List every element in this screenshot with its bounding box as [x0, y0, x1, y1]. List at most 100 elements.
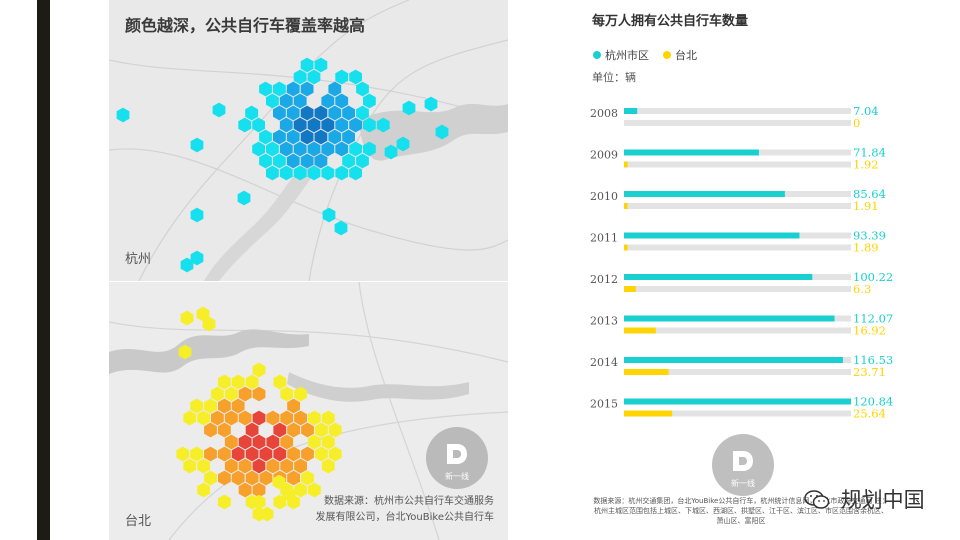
chart-title: 每万人拥有公共自行车数量 — [592, 13, 748, 29]
bar-track — [624, 120, 851, 126]
hexbin-cell — [335, 141, 349, 157]
hexbin-cell — [342, 129, 355, 145]
bar-0 — [624, 149, 759, 156]
hexbin-cell — [180, 310, 194, 326]
keelung-river — [287, 372, 469, 402]
hexbin-cell — [259, 446, 273, 462]
hexbin-cell — [279, 93, 293, 109]
hexbin-cell — [245, 422, 259, 438]
hexbin-cell — [190, 446, 204, 462]
hexbin-cell — [252, 362, 266, 378]
hexbin-cell — [176, 446, 190, 462]
hexbin-cell — [334, 220, 348, 236]
brand-mark: 规划中国 — [804, 484, 925, 514]
hexbin-cell — [231, 470, 245, 486]
hexbin-cell — [328, 105, 342, 121]
hexbin-cell — [190, 250, 204, 266]
hexbin-cell — [300, 105, 314, 121]
hexbin-cell — [202, 316, 216, 332]
hexbin-cell — [363, 141, 376, 157]
hexbin-cell — [259, 129, 272, 145]
hexbin-cell — [280, 434, 294, 450]
hexbin-cell — [197, 410, 210, 426]
hexbin-cell — [252, 482, 266, 498]
hexbin-cell — [314, 57, 328, 73]
hexbin-cell — [314, 446, 328, 462]
hexbin-cell — [307, 165, 321, 181]
hexbin-cell — [252, 141, 265, 157]
legend-label: 杭州市区 — [605, 48, 649, 62]
hexbin-cell — [335, 117, 349, 133]
hexbin-cell — [300, 81, 314, 97]
hexbin-cell — [356, 153, 369, 169]
value-label: 100.22 — [853, 270, 893, 284]
bar-0 — [624, 232, 800, 239]
hexbin-cell — [266, 410, 280, 426]
value-label: 112.07 — [853, 312, 893, 326]
bar-0 — [624, 108, 638, 114]
hexbin-cell — [238, 117, 252, 133]
year-label: 2011 — [590, 232, 618, 245]
tamsui-river — [109, 329, 309, 374]
year-label: 2013 — [590, 315, 618, 328]
hexbin-cell — [231, 374, 245, 390]
hexbin-cell — [279, 165, 293, 181]
bar-1 — [624, 244, 628, 251]
bar-track — [624, 203, 851, 209]
hexbin-cell — [218, 374, 231, 390]
road-line — [168, 411, 508, 540]
hexbin-cell — [307, 69, 321, 85]
hexbin-cell — [293, 117, 307, 133]
hexbin-cell — [293, 93, 307, 109]
bar-1 — [624, 286, 636, 292]
hexbin-cell — [266, 141, 279, 157]
road-line — [109, 321, 508, 363]
hexbin-cell — [211, 386, 224, 402]
hexbin-cell — [376, 117, 390, 133]
hexbin-cell — [286, 129, 300, 145]
road-line — [358, 282, 440, 540]
hexbin-cell — [116, 107, 130, 123]
bar-0 — [624, 357, 843, 363]
hexbin-cell — [273, 374, 287, 390]
hexbin-cell — [279, 117, 293, 133]
value-label: 7.04 — [853, 104, 879, 118]
hexbin-cell — [252, 494, 266, 510]
left-dark-band — [37, 0, 50, 540]
hexbin-cell — [356, 105, 369, 121]
hexbin-cell — [272, 474, 286, 490]
source-note: 数据来源：杭州市公共自行车交通服务 发展有限公司，台北YouBike公共自行车 — [264, 494, 494, 526]
hexbin-cell — [259, 81, 272, 97]
hexbin-cell — [314, 105, 328, 121]
hexbin-cell — [273, 81, 286, 97]
hangzhou-map-panel: 颜色越深，公共自行车覆盖率越高 杭州 — [109, 0, 508, 281]
hexbin-cell — [238, 482, 252, 498]
value-label: 23.71 — [853, 365, 886, 379]
hexbin-cell — [273, 494, 287, 510]
qiantang-river — [359, 103, 508, 161]
bar-0 — [624, 398, 851, 405]
value-label: 85.64 — [853, 187, 886, 201]
watermark-logo: 新一线 — [426, 427, 488, 489]
value-label: 1.92 — [853, 158, 879, 172]
hexbin-cell — [321, 93, 335, 109]
hexbin-cell — [287, 422, 300, 438]
bar-track — [624, 244, 851, 251]
taipei-map — [109, 282, 508, 540]
hexbin-cell — [328, 81, 342, 97]
hexbin-cell — [301, 446, 314, 462]
hexbin-cell — [237, 190, 251, 206]
value-label: 1.91 — [853, 199, 879, 213]
hexbin-cell — [342, 105, 355, 121]
bar-chart-panel: 每万人拥有公共自行车数量 杭州市区 台北 单位：辆 2008 7.04 0 2009 71.84… — [581, 0, 895, 540]
hexbin-cell — [363, 93, 376, 109]
hexbin-cell — [349, 117, 362, 133]
bar-0 — [624, 315, 835, 322]
hexbin-cell — [287, 470, 300, 486]
hexbin-cell — [308, 482, 321, 498]
hexbin-cell — [286, 153, 300, 169]
hexbin-cell — [180, 257, 194, 273]
watermark-logo: 新一线 — [712, 434, 774, 496]
taipei-hexbins — [176, 306, 342, 522]
hexbin-cell — [335, 93, 349, 109]
